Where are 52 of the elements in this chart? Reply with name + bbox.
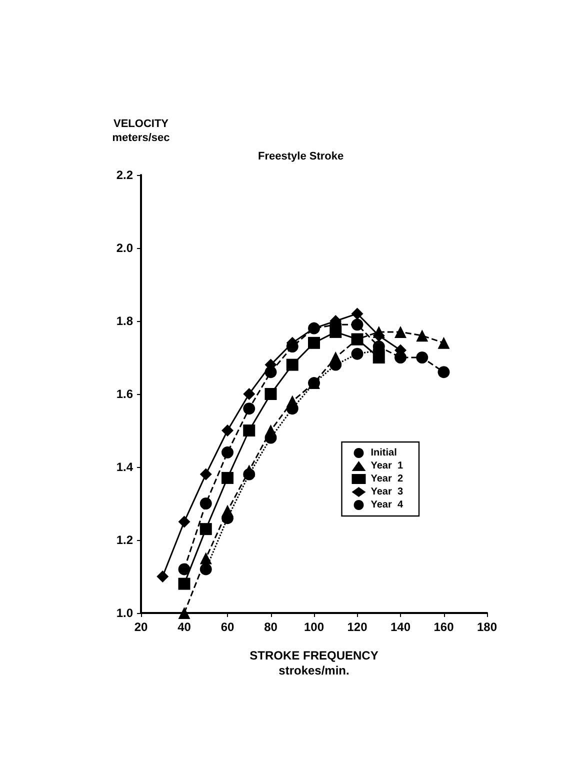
point	[438, 366, 450, 378]
legend-label: Year 2	[370, 474, 404, 484]
x-tick-label: 80	[264, 620, 278, 634]
point	[438, 336, 450, 349]
x-tick-label: 60	[220, 620, 234, 634]
point	[416, 330, 428, 342]
y-tick-label: 2.0	[116, 241, 134, 255]
x-tick-label: 120	[347, 620, 368, 634]
legend-label: Year 1	[370, 460, 404, 472]
point	[243, 424, 256, 436]
point	[416, 352, 428, 364]
point	[243, 388, 256, 400]
legend-label: Year 4	[370, 500, 404, 510]
chart-title: Freestyle Stroke	[258, 150, 344, 162]
x-tick-label: 40	[178, 620, 192, 634]
point	[286, 358, 298, 371]
y-tick-label: 2.2	[116, 168, 134, 182]
point	[330, 326, 342, 338]
point	[222, 472, 234, 484]
point	[264, 388, 277, 400]
point	[178, 516, 190, 528]
point	[351, 348, 364, 360]
y-axis-title: VELOCITY meters/sec	[112, 118, 170, 144]
point	[178, 563, 190, 576]
point	[308, 336, 320, 349]
point	[178, 578, 190, 590]
point	[351, 318, 364, 331]
x-axis-title: STROKE FREQUENCY strokes/min.	[250, 648, 378, 678]
point	[222, 424, 234, 436]
y-tick-label: 1.6	[116, 387, 134, 401]
y-tick-label: 1.2	[116, 533, 134, 547]
point	[178, 607, 190, 619]
point	[200, 552, 212, 564]
point	[222, 446, 234, 458]
x-tick-label: 160	[434, 620, 454, 634]
y-tick-label: 1.8	[116, 314, 134, 328]
point	[200, 468, 212, 480]
point	[351, 308, 364, 320]
x-tick-label: 140	[390, 620, 411, 634]
legend-label: Initial	[370, 448, 398, 458]
point	[243, 402, 256, 415]
point	[200, 563, 212, 576]
y-tick-label: 1.4	[116, 460, 134, 474]
legend-label: Year 3	[370, 486, 404, 498]
x-tick-label: 20	[134, 620, 148, 634]
point	[200, 498, 212, 510]
x-tick-label: 100	[304, 620, 324, 634]
point	[200, 523, 212, 536]
point	[394, 326, 406, 338]
y-tick-label: 1.0	[116, 606, 134, 620]
x-tick-label: 180	[476, 620, 498, 634]
point	[156, 570, 169, 582]
